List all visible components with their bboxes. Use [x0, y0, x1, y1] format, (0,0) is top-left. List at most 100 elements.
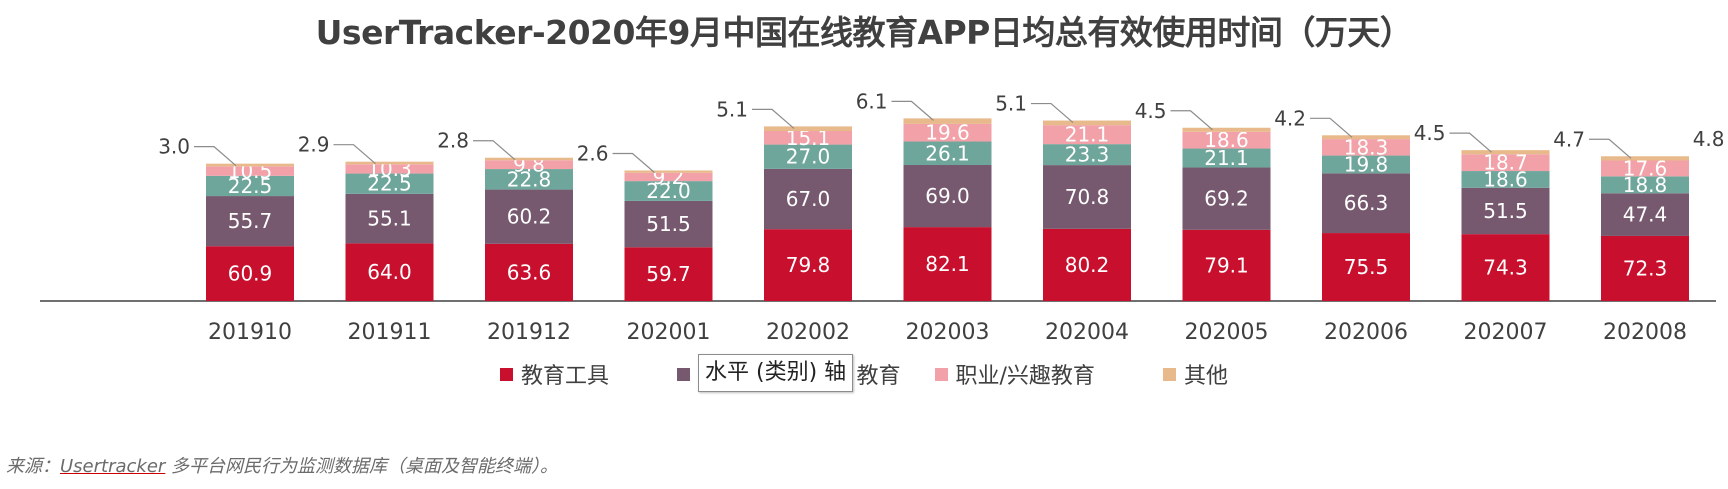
bar-segment-s3-202001 — [624, 172, 713, 182]
bar-segment-s3-202003 — [903, 123, 992, 142]
segment-label-s2-202001: 22.0 — [646, 179, 691, 203]
leader-line-202006 — [1310, 117, 1353, 138]
category-label-201912: 201912 — [487, 320, 571, 345]
other-label-201912: 2.8 — [437, 129, 469, 153]
legend-item-vocational: 职业/兴趣教育 — [934, 358, 1095, 390]
legend-swatch-k12 — [677, 367, 691, 381]
bar-segment-s1-202006 — [1322, 173, 1410, 234]
bar-segment-s3-202007 — [1461, 154, 1550, 172]
bar-segment-s0-202008 — [1601, 235, 1689, 301]
segment-label-s0-202007: 74.3 — [1483, 256, 1528, 280]
bar-segment-s4-201910 — [206, 163, 294, 167]
axis-tooltip: 水平 (类别) 轴 — [698, 354, 854, 392]
bar-segment-s0-202004 — [1043, 228, 1131, 301]
bar-segment-s2-202005 — [1182, 148, 1271, 168]
segment-label-s2-202008: 18.8 — [1623, 173, 1668, 197]
bar-segment-s1-202008 — [1601, 193, 1689, 236]
other-label-202001: 2.6 — [577, 142, 609, 166]
bar-segment-s2-202002 — [764, 144, 852, 169]
bar-segment-s4-202001 — [624, 170, 713, 173]
bar-segment-s3-201911 — [345, 164, 434, 174]
bar-segment-s3-202004 — [1043, 125, 1131, 145]
category-label-202007: 202007 — [1464, 320, 1548, 345]
segment-label-s3-202005: 18.6 — [1204, 128, 1249, 152]
legend-swatch-education-tools — [500, 367, 514, 381]
segment-label-s0-202002: 79.8 — [786, 253, 831, 277]
segment-label-s2-201911: 22.5 — [367, 172, 412, 196]
bar-segment-s0-202003 — [903, 227, 992, 301]
bar-segment-s2-202003 — [903, 141, 992, 166]
source-link[interactable]: Usertracker — [60, 456, 166, 477]
bar-segment-s0-202005 — [1182, 229, 1271, 301]
segment-label-s3-201911: 10.3 — [367, 157, 412, 181]
bar-segment-s4-202004 — [1043, 120, 1131, 126]
leader-line-202001 — [612, 152, 655, 173]
bar-segment-s4-201912 — [485, 157, 573, 161]
segment-label-s1-202005: 69.2 — [1204, 187, 1249, 211]
leader-line-202005 — [1170, 110, 1213, 131]
bar-segment-s0-202002 — [764, 229, 852, 301]
category-label-202008: 202008 — [1603, 320, 1687, 345]
legend-label-education-tools: 教育工具 — [521, 364, 610, 389]
bar-segment-s4-202002 — [764, 126, 852, 131]
leader-line-202002 — [752, 108, 795, 129]
other-label-201911: 2.9 — [298, 133, 330, 157]
source-note: 来源：Usertracker 多平台网民行为监测数据库（桌面及智能终端）。 — [6, 452, 558, 478]
bar-segment-s4-201911 — [345, 161, 434, 165]
segment-label-s0-201912: 63.6 — [507, 260, 552, 284]
segment-label-s2-202004: 23.3 — [1065, 143, 1110, 167]
category-label-201911: 201911 — [348, 320, 432, 345]
bar-segment-s2-202008 — [1601, 176, 1689, 194]
bar-segment-s3-201912 — [485, 160, 573, 170]
segment-label-s3-202004: 21.1 — [1065, 123, 1110, 147]
segment-label-s3-202003: 19.6 — [925, 121, 970, 145]
leader-line-202007 — [1449, 132, 1492, 153]
legend-label-k12-suffix: 教育 — [856, 364, 901, 389]
bar-segment-s4-202005 — [1182, 127, 1271, 132]
leader-line-202003 — [891, 100, 934, 121]
bar-segment-s2-202007 — [1461, 171, 1550, 188]
segment-label-s0-201910: 60.9 — [228, 262, 273, 286]
legend-label-vocational: 职业/兴趣教育 — [955, 364, 1095, 389]
bar-segment-s1-202004 — [1043, 165, 1131, 229]
segment-label-s1-202004: 70.8 — [1065, 185, 1110, 209]
bar-segment-s0-201910 — [206, 246, 294, 301]
bar-segment-s0-201912 — [485, 243, 573, 301]
source-suffix: 多平台网民行为监测数据库（桌面及智能终端）。 — [165, 456, 559, 477]
segment-label-s2-202003: 26.1 — [925, 141, 970, 165]
bar-segment-s2-202006 — [1322, 155, 1410, 174]
other-label-202005: 4.5 — [1135, 99, 1167, 123]
chart-title: UserTracker-2020年9月中国在线教育APP日均总有效使用时间（万天… — [315, 13, 1413, 52]
segment-label-s2-201910: 22.5 — [228, 174, 273, 198]
bar-segment-s1-202002 — [764, 168, 852, 230]
segment-label-s1-202001: 51.5 — [646, 212, 691, 236]
bar-segment-s1-202003 — [903, 165, 992, 228]
leader-line-201910 — [194, 146, 237, 167]
segment-label-s2-202002: 27.0 — [786, 145, 831, 169]
leader-line-201912 — [473, 140, 516, 161]
other-label-202003: 6.1 — [856, 89, 888, 113]
legend-swatch-other — [1162, 367, 1176, 381]
other-label-201910: 3.0 — [158, 135, 190, 159]
segment-label-s1-202003: 69.0 — [925, 184, 970, 208]
bar-segment-s2-201911 — [345, 173, 434, 194]
segment-label-s2-202005: 21.1 — [1204, 146, 1249, 170]
segment-label-s0-201911: 64.0 — [367, 260, 412, 284]
bar-segment-s1-202001 — [624, 200, 713, 248]
segment-label-s1-201911: 55.1 — [367, 207, 412, 231]
category-label-202001: 202001 — [627, 320, 711, 345]
bar-segment-s1-201910 — [206, 196, 294, 247]
segment-label-s3-201912: 9.8 — [513, 153, 545, 177]
bar-segment-s2-201910 — [206, 175, 294, 197]
leader-line-201911 — [333, 144, 376, 165]
leader-line-202004 — [1031, 102, 1074, 124]
bar-segment-s2-202001 — [624, 181, 713, 201]
bar-segment-s3-202008 — [1601, 160, 1689, 177]
legend-item-other: 其他 — [1162, 358, 1228, 390]
other-label-202008: 4.7 — [1553, 127, 1585, 151]
segment-label-s2-201912: 22.8 — [507, 167, 552, 191]
segment-label-s0-202005: 79.1 — [1204, 253, 1249, 277]
other-label-202007: 4.5 — [1414, 121, 1446, 145]
segment-label-s1-202002: 67.0 — [786, 187, 831, 211]
